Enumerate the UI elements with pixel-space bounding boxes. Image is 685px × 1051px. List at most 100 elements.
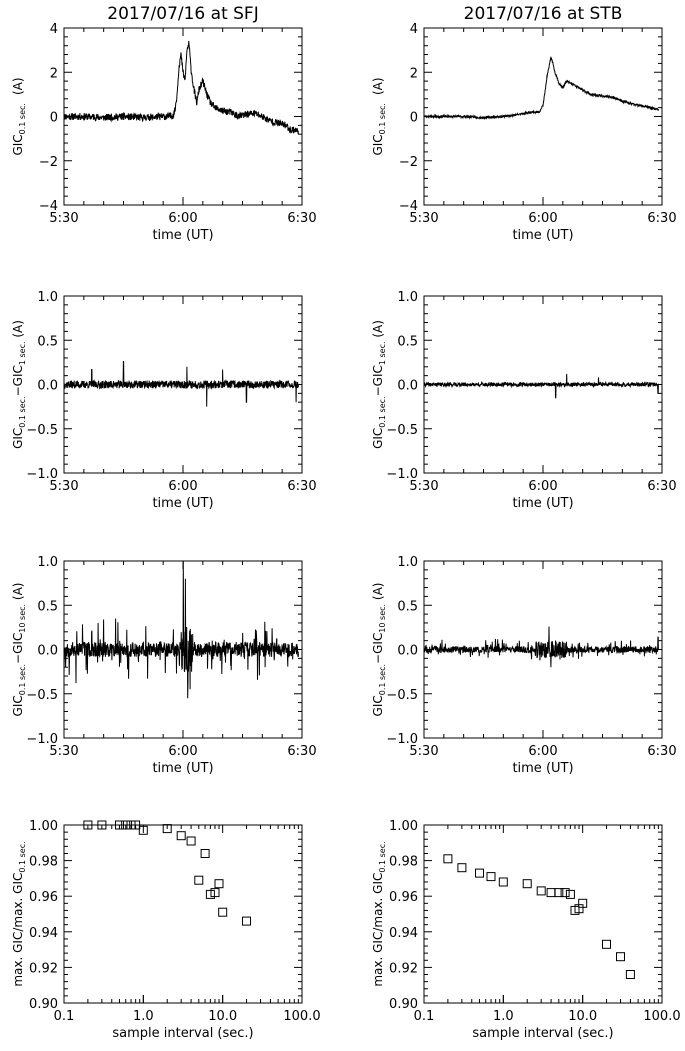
y-axis-label-subscript: 10 sec.: [378, 604, 387, 633]
y-tick-label: 1.0: [37, 555, 58, 570]
chart-panel-f: 5:30 6:00 6:30 −1.0 −0.5 0.0 0.5 1.0 time (UT) GI…: [371, 555, 677, 776]
title-left: 2017/07/16 at SFJ: [107, 4, 258, 24]
data-point-h-14: [602, 939, 611, 949]
data-point-h-10: [565, 889, 575, 899]
x-tick-label: 6:30: [647, 479, 676, 494]
x-axis-label: time (UT): [512, 761, 573, 776]
x-axis-label: time (UT): [512, 496, 573, 511]
data-point-g-10: [194, 875, 204, 885]
y-tick-label: 1.00: [389, 819, 418, 834]
y-axis-label-subscript: 0.1 sec.: [378, 103, 387, 134]
y-axis-label: max. GIC/max. GIC0.1 sec.: [371, 841, 387, 986]
y-tick-label: −0.5: [386, 688, 418, 703]
y-axis-label: GIC0.1 sec.−GIC1 sec. (A): [11, 320, 27, 449]
y-axis-label-part: −GIC: [11, 365, 25, 396]
y-axis-label-part: (A): [11, 320, 25, 341]
x-tick-label: 5:30: [49, 744, 78, 759]
x-tick-label: 10.0: [208, 1009, 237, 1024]
y-axis-label-part: GIC: [11, 134, 25, 155]
y-axis-label-subscript: 0.1 sec.: [18, 664, 27, 695]
y-tick-label: 0.96: [389, 890, 418, 905]
data-point-h-6: [536, 886, 546, 896]
y-axis-label-subscript: 1 sec.: [378, 341, 387, 365]
x-tick-label: 6:00: [528, 744, 557, 759]
data-point-g-16: [242, 916, 251, 926]
y-tick-label: −2: [39, 155, 58, 170]
y-tick-label: 4: [50, 22, 58, 37]
x-tick-label: 6:30: [287, 211, 316, 226]
x-tick-label: 6:00: [528, 211, 557, 226]
y-tick-label: 0.92: [389, 961, 418, 976]
x-tick-label: 10.0: [568, 1009, 597, 1024]
x-tick-label: 6:30: [647, 744, 676, 759]
y-tick-label: 2: [50, 66, 58, 81]
y-axis-label-part: max. GIC/max. GIC: [371, 873, 385, 987]
y-axis-label-part: −GIC: [371, 365, 385, 396]
y-tick-label: 0.5: [37, 599, 58, 614]
y-axis-label-subscript: 1 sec.: [18, 341, 27, 365]
series-line-a: [63, 40, 299, 135]
y-tick-label: −1.0: [386, 732, 418, 747]
x-tick-label: 6:30: [287, 744, 316, 759]
y-tick-label: 0.0: [37, 644, 58, 659]
y-tick-label: −1.0: [26, 732, 58, 747]
y-tick-label: 1.0: [397, 555, 418, 570]
plot-frame-a: [63, 27, 303, 206]
data-point-g-13: [210, 888, 220, 898]
x-axis-label: time (UT): [152, 761, 213, 776]
x-tick-label: 5:30: [49, 211, 78, 226]
data-point-g-15: [218, 907, 228, 917]
x-tick-label: 100.0: [643, 1009, 680, 1024]
y-axis-label: GIC0.1 sec. (A): [371, 77, 387, 155]
y-tick-label: −0.5: [26, 688, 58, 703]
y-tick-label: 0.5: [397, 334, 418, 349]
y-axis-label-part: (A): [11, 583, 25, 604]
chart-panel-b: 5:30 6:00 6:30 −4 −2 0 2 4 time (UT) GIC0.1 sec. (…: [371, 22, 677, 243]
plot-frame-g: [63, 824, 303, 1004]
y-axis-label-part: (A): [371, 583, 385, 604]
data-point-g-9: [186, 836, 196, 846]
y-tick-label: 0: [50, 111, 58, 126]
data-point-h-3: [486, 872, 496, 882]
y-tick-label: 0.94: [29, 926, 58, 941]
y-axis-label-part: GIC: [371, 695, 385, 716]
series-line-e: [63, 560, 299, 699]
y-axis-label: GIC0.1 sec.−GIC10 sec. (A): [11, 583, 27, 717]
x-tick-label: 0.1: [54, 1009, 75, 1024]
y-tick-label: −1.0: [26, 467, 58, 482]
y-tick-label: 0.0: [397, 644, 418, 659]
data-point-h-16: [625, 970, 635, 979]
data-point-h-0: [443, 854, 453, 864]
y-tick-label: 0.90: [389, 997, 418, 1012]
y-axis-label-part: (A): [11, 77, 25, 95]
x-tick-label: 5:30: [409, 211, 438, 226]
chart-panel-c: 5:30 6:00 6:30 −1.0 −0.5 0.0 0.5 1.0 time (UT) GI…: [11, 290, 317, 511]
data-point-h-13: [578, 898, 588, 908]
series-line-f: [423, 626, 659, 668]
y-axis-label: GIC0.1 sec.−GIC10 sec. (A): [371, 583, 387, 717]
y-axis-label-part: GIC: [371, 134, 385, 155]
y-axis-label-part: max. GIC/max. GIC: [11, 873, 25, 987]
series-line-b: [423, 56, 659, 120]
x-tick-label: 5:30: [409, 479, 438, 494]
chart-panel-g: 0.1 1.0 10.0 100.0 0.90 0.92 0.94 0.96 0.98 1.00 s…: [11, 819, 321, 1041]
y-tick-label: 0.5: [397, 599, 418, 614]
x-tick-label: 5:30: [409, 744, 438, 759]
data-point-g-11: [200, 849, 210, 858]
y-tick-label: 0.92: [29, 961, 58, 976]
data-point-h-9: [560, 888, 570, 898]
y-axis-label-part: (A): [371, 77, 385, 95]
y-tick-label: 0: [410, 111, 418, 126]
y-axis-label-subscript: 0.1 sec.: [18, 396, 27, 427]
y-tick-label: 0.98: [29, 855, 58, 870]
x-axis-label: sample interval (sec.): [472, 1026, 613, 1041]
y-axis-label-part: GIC: [371, 428, 385, 449]
y-axis-label-subscript: 0.1 sec.: [378, 841, 387, 872]
y-tick-label: 0.0: [37, 379, 58, 394]
y-tick-label: 0.5: [37, 334, 58, 349]
data-point-h-2: [475, 868, 484, 878]
y-axis-label-subscript: 0.1 sec.: [18, 841, 27, 872]
y-axis-label: GIC0.1 sec. (A): [11, 77, 27, 155]
x-tick-label: 6:00: [168, 211, 197, 226]
